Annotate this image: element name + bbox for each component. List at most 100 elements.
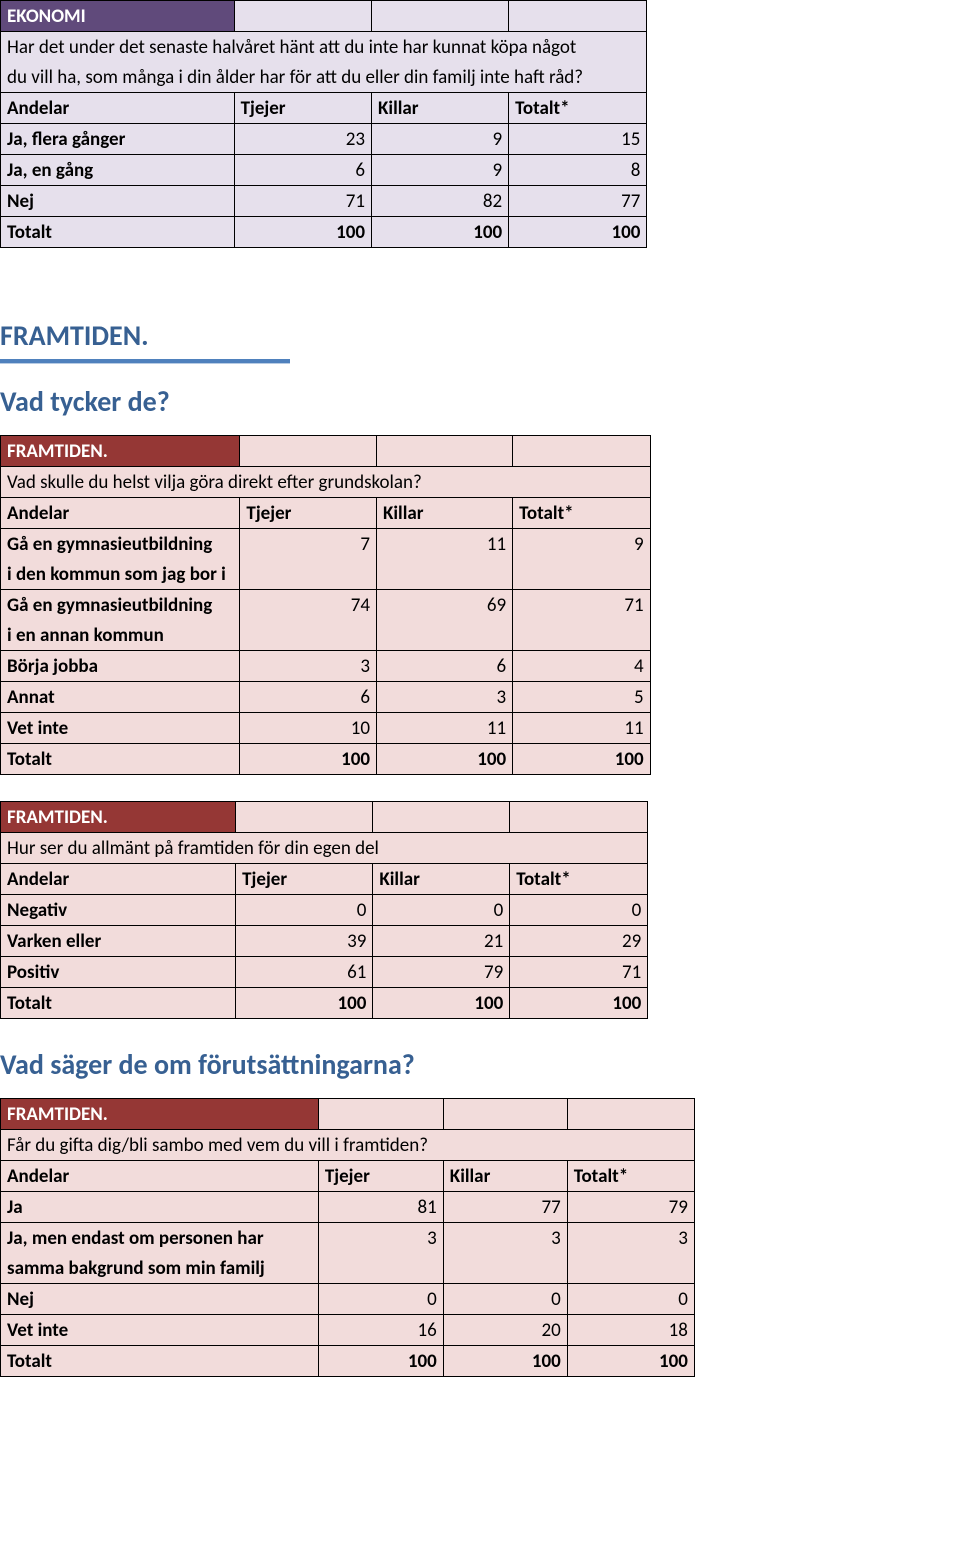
heading-framtiden: FRAMTIDEN. bbox=[0, 300, 960, 359]
col-killar: Killar bbox=[373, 864, 510, 895]
col-killar: Killar bbox=[443, 1161, 567, 1192]
cell: 100 bbox=[510, 988, 648, 1019]
cell: 4 bbox=[513, 651, 651, 682]
cell: 3 bbox=[377, 682, 513, 713]
row-label: Totalt bbox=[1, 217, 235, 248]
col-andelar: Andelar bbox=[1, 864, 236, 895]
heading-underline bbox=[0, 359, 290, 364]
cell: 71 bbox=[513, 590, 651, 621]
cell: 3 bbox=[443, 1223, 567, 1254]
framtiden2-question: Hur ser du allmänt på framtiden för din … bbox=[1, 833, 648, 864]
row-sub: i den kommun som jag bor i bbox=[1, 559, 240, 590]
ekonomi-question-1: Har det under det senaste halvåret hänt … bbox=[1, 32, 647, 63]
row-label: Gå en gymnasieutbildning bbox=[1, 529, 240, 560]
cell: 3 bbox=[240, 651, 377, 682]
cell: 21 bbox=[373, 926, 510, 957]
cell: 100 bbox=[318, 1346, 443, 1377]
framtiden3-table: FRAMTIDEN. Får du gifta dig/bli sambo me… bbox=[0, 1098, 960, 1377]
cell: 11 bbox=[513, 713, 651, 744]
row-label: Totalt bbox=[1, 744, 240, 775]
cell: 20 bbox=[443, 1315, 567, 1346]
cell: 9 bbox=[372, 155, 509, 186]
heading-vad-tycker: Vad tycker de? bbox=[0, 384, 960, 425]
col-andelar: Andelar bbox=[1, 93, 235, 124]
row-label: Vet inte bbox=[1, 713, 240, 744]
cell: 100 bbox=[236, 988, 373, 1019]
cell: 100 bbox=[567, 1346, 694, 1377]
cell: 3 bbox=[567, 1223, 694, 1254]
page-container: EKONOMI Har det under det senaste halvår… bbox=[0, 0, 960, 1377]
cell: 8 bbox=[509, 155, 647, 186]
row-label: Nej bbox=[1, 186, 235, 217]
cell: 10 bbox=[240, 713, 377, 744]
cell: 82 bbox=[372, 186, 509, 217]
framtiden3-header: FRAMTIDEN. bbox=[1, 1099, 319, 1130]
cell: 6 bbox=[234, 155, 371, 186]
cell: 9 bbox=[513, 529, 651, 560]
framtiden2-header: FRAMTIDEN. bbox=[1, 802, 236, 833]
cell: 39 bbox=[236, 926, 373, 957]
row-label: Totalt bbox=[1, 1346, 319, 1377]
col-tjejer: Tjejer bbox=[236, 864, 373, 895]
cell: 100 bbox=[373, 988, 510, 1019]
cell: 0 bbox=[318, 1284, 443, 1315]
row-label: Vet inte bbox=[1, 1315, 319, 1346]
cell: 81 bbox=[318, 1192, 443, 1223]
row-label: Negativ bbox=[1, 895, 236, 926]
cell: 6 bbox=[240, 682, 377, 713]
col-totalt: Totalt* bbox=[509, 93, 647, 124]
framtiden3-question: Får du gifta dig/bli sambo med vem du vi… bbox=[1, 1130, 695, 1161]
cell: 100 bbox=[377, 744, 513, 775]
cell: 61 bbox=[236, 957, 373, 988]
col-totalt: Totalt* bbox=[513, 498, 651, 529]
cell: 100 bbox=[234, 217, 371, 248]
cell: 3 bbox=[318, 1223, 443, 1254]
col-andelar: Andelar bbox=[1, 498, 240, 529]
heading-vad-sager: Vad säger de om förutsättningarna? bbox=[0, 1029, 960, 1088]
cell: 79 bbox=[373, 957, 510, 988]
cell: 15 bbox=[509, 124, 647, 155]
ekonomi-table: EKONOMI Har det under det senaste halvår… bbox=[0, 0, 960, 248]
row-label: Ja, en gång bbox=[1, 155, 235, 186]
cell: 69 bbox=[377, 590, 513, 621]
col-tjejer: Tjejer bbox=[318, 1161, 443, 1192]
row-label: Börja jobba bbox=[1, 651, 240, 682]
cell: 9 bbox=[372, 124, 509, 155]
row-sub: i en annan kommun bbox=[1, 620, 240, 651]
col-killar: Killar bbox=[372, 93, 509, 124]
cell: 71 bbox=[510, 957, 648, 988]
cell: 29 bbox=[510, 926, 648, 957]
col-tjejer: Tjejer bbox=[240, 498, 377, 529]
cell: 0 bbox=[567, 1284, 694, 1315]
cell: 77 bbox=[509, 186, 647, 217]
ekonomi-header: EKONOMI bbox=[1, 1, 235, 32]
cell: 5 bbox=[513, 682, 651, 713]
col-tjejer: Tjejer bbox=[234, 93, 371, 124]
row-label: Varken eller bbox=[1, 926, 236, 957]
cell: 100 bbox=[513, 744, 651, 775]
cell: 74 bbox=[240, 590, 377, 621]
cell: 100 bbox=[240, 744, 377, 775]
framtiden2-table: FRAMTIDEN. Hur ser du allmänt på framtid… bbox=[0, 801, 960, 1019]
row-label: Nej bbox=[1, 1284, 319, 1315]
cell: 0 bbox=[443, 1284, 567, 1315]
cell: 23 bbox=[234, 124, 371, 155]
row-label: Ja, men endast om personen har bbox=[1, 1223, 319, 1254]
cell: 77 bbox=[443, 1192, 567, 1223]
cell: 79 bbox=[567, 1192, 694, 1223]
row-label: Annat bbox=[1, 682, 240, 713]
cell: 7 bbox=[240, 529, 377, 560]
framtiden1-table: FRAMTIDEN. Vad skulle du helst vilja gör… bbox=[0, 435, 960, 775]
cell: 11 bbox=[377, 713, 513, 744]
cell: 0 bbox=[236, 895, 373, 926]
ekonomi-question-2: du vill ha, som många i din ålder har fö… bbox=[1, 62, 647, 93]
row-label: Ja, flera gånger bbox=[1, 124, 235, 155]
cell: 16 bbox=[318, 1315, 443, 1346]
cell: 100 bbox=[509, 217, 647, 248]
col-totalt: Totalt* bbox=[567, 1161, 694, 1192]
cell: 0 bbox=[510, 895, 648, 926]
framtiden1-header: FRAMTIDEN. bbox=[1, 436, 240, 467]
cell: 11 bbox=[377, 529, 513, 560]
row-label: Ja bbox=[1, 1192, 319, 1223]
cell: 6 bbox=[377, 651, 513, 682]
